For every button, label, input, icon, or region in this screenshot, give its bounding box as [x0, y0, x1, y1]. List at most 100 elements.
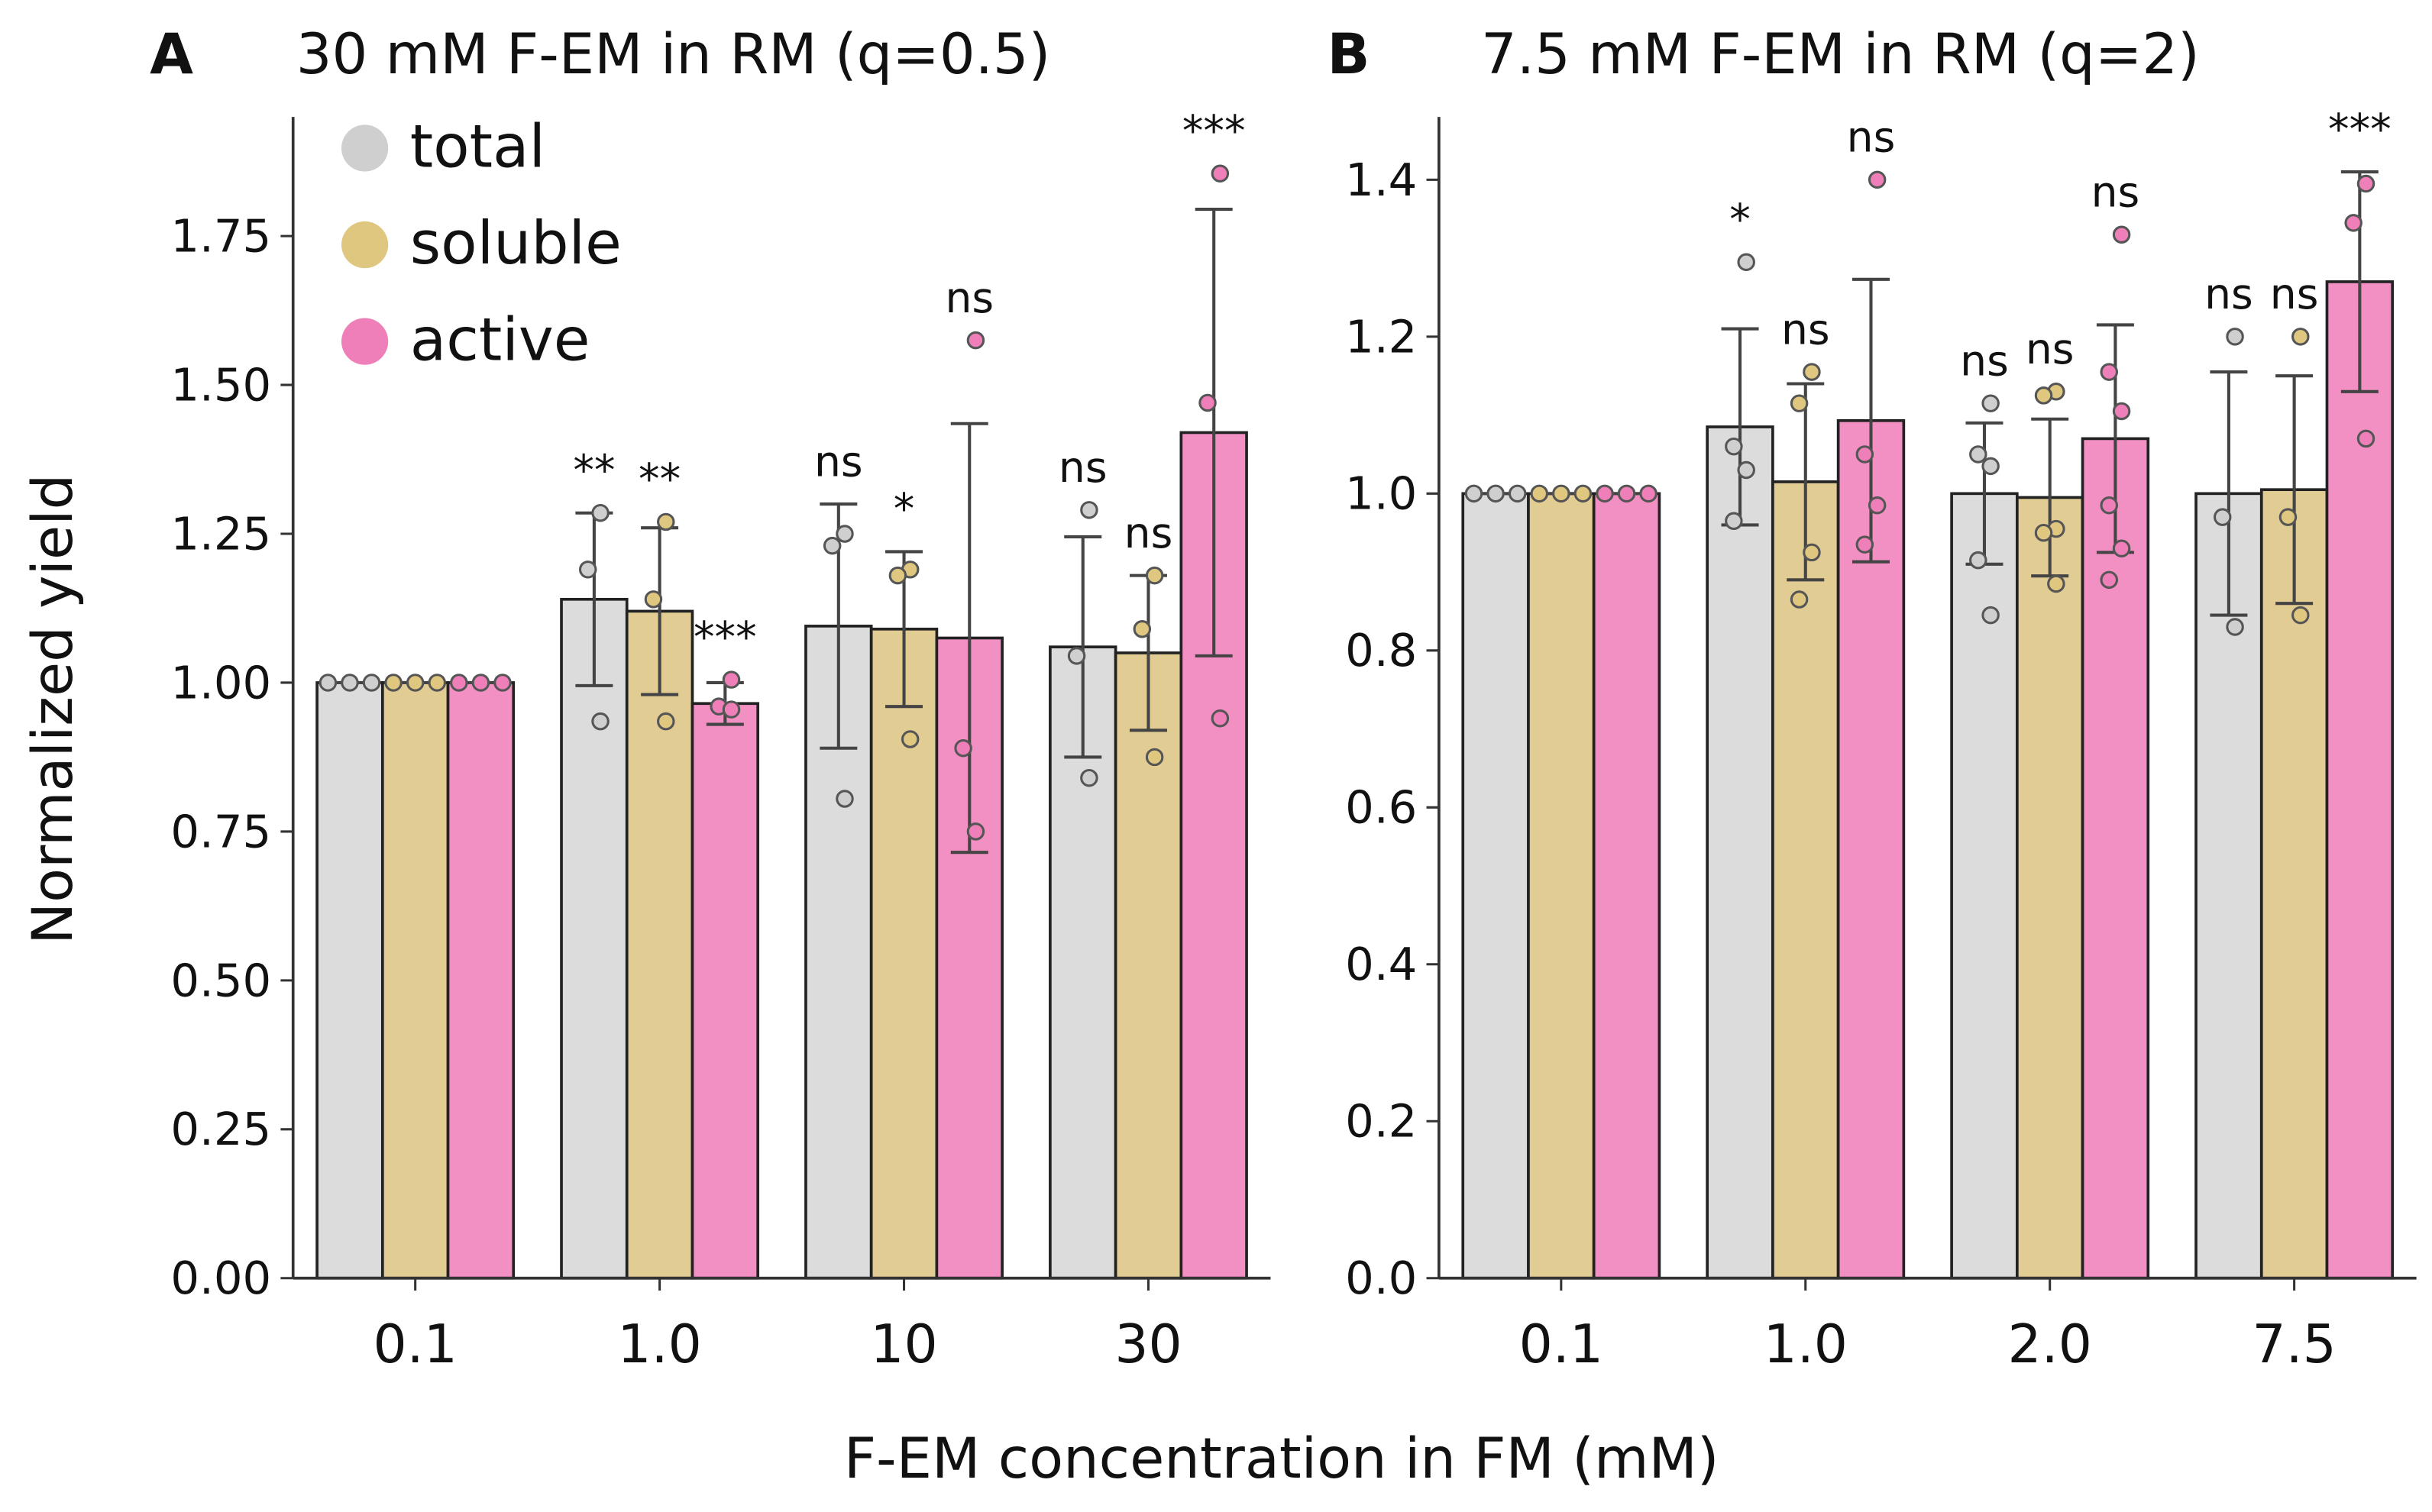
significance-label: ns	[2270, 270, 2319, 318]
x-tick-label: 1.0	[617, 1314, 701, 1375]
data-point	[2100, 570, 2118, 590]
legend-marker	[341, 318, 389, 365]
y-tick-label: 0.25	[170, 1103, 271, 1155]
legend-marker	[341, 124, 389, 172]
significance-label: ns	[1124, 509, 1173, 557]
y-tick-label: 1.0	[1345, 467, 1417, 520]
y-tick-label: 0.4	[1345, 938, 1417, 990]
error-bar	[2340, 170, 2379, 393]
data-point	[1981, 394, 2000, 412]
data-point	[2356, 429, 2375, 448]
data-point	[1464, 484, 1483, 503]
bar	[1527, 492, 1596, 1280]
data-point	[644, 590, 663, 609]
data-point	[901, 730, 920, 748]
significance-label: ns	[2204, 270, 2253, 318]
data-point	[2112, 539, 2131, 557]
bar	[1592, 492, 1661, 1280]
data-point	[2226, 328, 2244, 346]
data-point	[1855, 535, 1874, 554]
significance-label: ***	[1182, 107, 1246, 156]
x-tick-label: 7.5	[2252, 1314, 2336, 1375]
bar	[1461, 492, 1530, 1280]
data-point	[1145, 748, 1164, 767]
significance-label: **	[573, 446, 615, 495]
data-point	[1198, 393, 1217, 412]
significance-label: ns	[1781, 305, 1830, 354]
data-point	[591, 712, 610, 731]
error-bar	[950, 422, 988, 855]
bar	[2325, 280, 2395, 1280]
data-point	[1803, 363, 1821, 381]
x-axis-label: F-EM concentration in FM (mM)	[844, 1426, 1719, 1491]
data-point	[1067, 647, 1086, 665]
data-point	[2214, 508, 2232, 526]
data-point	[1790, 590, 1809, 609]
data-point	[1211, 164, 1230, 183]
data-point	[1790, 394, 1809, 412]
y-tick-label: 0.6	[1345, 781, 1417, 834]
legend-label: soluble	[410, 209, 622, 278]
y-tick-label: 1.00	[170, 656, 271, 709]
data-point	[2112, 402, 2131, 421]
y-tick-label: 0.50	[170, 954, 271, 1006]
data-point	[1530, 484, 1548, 503]
data-point	[406, 674, 425, 692]
chart-title: 7.5 mM F-EM in RM (q=2)	[1481, 22, 2200, 87]
data-point	[1725, 437, 1743, 456]
significance-label: **	[639, 455, 681, 504]
data-point	[2278, 508, 2298, 526]
data-point	[362, 674, 381, 692]
significance-label: ns	[1059, 443, 1108, 492]
bar	[2259, 488, 2329, 1280]
bar	[625, 609, 694, 1280]
bar	[380, 681, 450, 1280]
data-point	[1617, 484, 1636, 503]
data-point	[966, 331, 985, 350]
data-point	[836, 525, 854, 543]
data-point	[2100, 363, 2118, 381]
data-point	[2344, 214, 2362, 232]
significance-label: ns	[1960, 336, 2009, 385]
data-point	[591, 503, 610, 522]
x-tick-label: 10	[870, 1314, 937, 1375]
data-point	[2100, 496, 2118, 515]
y-tick-label: 1.4	[1345, 153, 1417, 206]
error-bar	[2210, 370, 2248, 617]
panel-label: A	[150, 22, 193, 87]
error-bar	[1195, 208, 1233, 657]
data-point	[1981, 457, 2000, 476]
data-point	[1868, 170, 1887, 189]
x-tick-label: 0.1	[1519, 1314, 1603, 1375]
legend-label: total	[410, 112, 545, 181]
data-point	[319, 674, 338, 692]
data-point	[1133, 620, 1152, 638]
data-point	[2226, 618, 2244, 636]
data-point	[1969, 551, 1987, 570]
significance-label: ***	[2328, 105, 2392, 153]
chart-title: 30 mM F-EM in RM (q=0.5)	[296, 22, 1051, 87]
data-point	[657, 712, 675, 731]
data-point	[1145, 566, 1164, 585]
y-tick-label: 1.25	[170, 507, 271, 560]
legend-marker	[341, 221, 389, 269]
data-point	[2291, 606, 2310, 625]
data-point	[1737, 460, 1755, 480]
x-tick-label: 0.1	[374, 1314, 458, 1375]
y-tick-label: 0.2	[1345, 1095, 1417, 1148]
data-point	[1596, 484, 1614, 503]
significance-label: *	[1729, 195, 1751, 244]
data-point	[450, 674, 468, 692]
bar	[2015, 496, 2084, 1280]
error-bar	[1064, 535, 1102, 759]
data-point	[1868, 496, 1887, 515]
significance-label: ns	[1847, 113, 1896, 162]
data-point	[493, 674, 512, 692]
bar	[2081, 437, 2150, 1280]
data-point	[2291, 328, 2310, 346]
y-axis-label: Normalized yield	[21, 474, 86, 945]
y-tick-label: 1.75	[170, 210, 271, 263]
data-point	[2034, 386, 2053, 405]
